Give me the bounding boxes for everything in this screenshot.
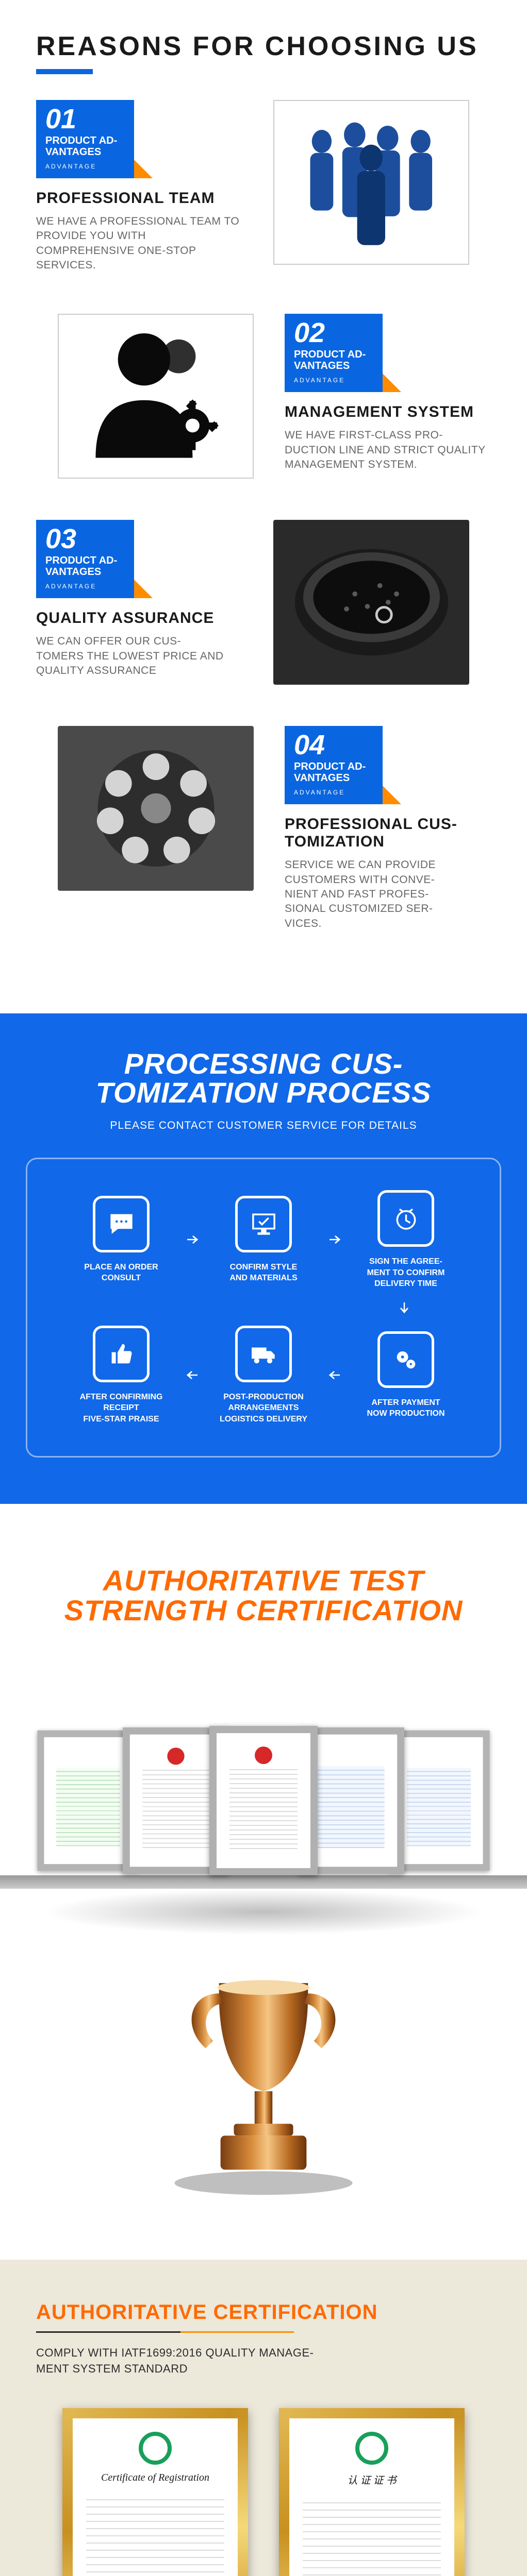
process-step-5: POST-PRODUCTION ARRANGEMENTS LOGISTICS D… <box>217 1326 310 1425</box>
person-gear-icon <box>73 327 238 466</box>
rotary-machine-icon <box>73 738 239 878</box>
cert-heading-section: AUTHORITATIVE TEST STRENGTH CERTIFICATIO… <box>0 1504 527 1647</box>
chat-icon <box>93 1196 150 1252</box>
auth-cert-section: AUTHORITATIVE CERTIFICATION COMPLY WITH … <box>0 2260 527 2576</box>
cert-seal-icon <box>139 2432 172 2465</box>
reason-image-2 <box>58 314 254 479</box>
badge-adv: ADVANTAGE <box>285 784 383 804</box>
badge-num: 04 <box>285 726 383 761</box>
reason-body-2: WE HAVE FIRST-CLASS PRO- DUCTION LINE AN… <box>285 428 491 472</box>
badge-adv: ADVANTAGE <box>285 371 383 392</box>
reason-badge-3: 03 PRODUCT AD- VANTAGES ADVANTAGE <box>36 520 134 598</box>
truck-icon <box>235 1326 292 1382</box>
gold-cert-2: 认 证 证 书 <box>279 2408 465 2576</box>
step-label: CONFIRM STYLE AND MATERIALS <box>229 1262 297 1284</box>
reason-heading-4: PROFESSIONAL CUS- TOMIZATION <box>285 816 491 851</box>
auth-body: COMPLY WITH IATF1699:2016 QUALITY MANAGE… <box>36 2345 491 2377</box>
thumb-up-icon <box>93 1326 150 1382</box>
shelf-glow <box>42 1889 485 1935</box>
cert-title-1: AUTHORITATIVE TEST <box>21 1566 506 1596</box>
reason-badge-2: 02 PRODUCT AD- VANTAGES ADVANTAGE <box>285 314 383 392</box>
cert-doc-3 <box>209 1726 318 1875</box>
reasons-section: REASONS FOR CHOOSING US 01 PRODUCT AD- V… <box>0 0 527 1013</box>
badge-sub: PRODUCT AD- VANTAGES <box>36 555 134 578</box>
title-underline <box>36 69 93 74</box>
process-step-4: AFTER PAYMENT NOW PRODUCTION <box>359 1331 452 1419</box>
reason-text-3: 03 PRODUCT AD- VANTAGES ADVANTAGE QUALIT… <box>36 520 242 678</box>
monitor-check-icon <box>235 1196 292 1252</box>
parts-bowl-icon <box>288 532 455 672</box>
clock-icon <box>377 1190 434 1247</box>
badge-num: 03 <box>36 520 134 555</box>
badge-sub: PRODUCT AD- VANTAGES <box>285 761 383 784</box>
shelf-bar <box>0 1875 527 1889</box>
process-step-2: CONFIRM STYLE AND MATERIALS <box>217 1196 310 1284</box>
reason-body-4: SERVICE WE CAN PROVIDE CUSTOMERS WITH CO… <box>285 858 491 931</box>
trophy-section <box>0 1956 527 2260</box>
process-title-2: TOMIZATION PROCESS <box>26 1078 501 1107</box>
reason-row-2: 02 PRODUCT AD- VANTAGES ADVANTAGE MANAGE… <box>36 314 491 479</box>
gold-certs-row: Certificate of Registration 认 证 证 书 <box>36 2408 491 2576</box>
cert-seal-icon <box>355 2432 388 2465</box>
process-step-6: AFTER CONFIRMING RECEIPT FIVE-STAR PRAIS… <box>75 1326 168 1425</box>
badge-num: 02 <box>285 314 383 349</box>
reason-row-4: 04 PRODUCT AD- VANTAGES ADVANTAGE PROFES… <box>36 726 491 931</box>
reason-heading-2: MANAGEMENT SYSTEM <box>285 403 491 421</box>
badge-num: 01 <box>36 100 134 135</box>
arrow-left-icon <box>324 1365 345 1385</box>
cert-body-lines <box>303 2496 441 2576</box>
gold-cert-title: 认 证 证 书 <box>303 2472 441 2487</box>
auth-underline <box>36 2331 294 2333</box>
badge-adv: ADVANTAGE <box>36 158 134 178</box>
arrow-right-icon <box>324 1229 345 1250</box>
process-row-top: PLACE AN ORDER CONSULT CONFIRM STYLE AND… <box>48 1190 479 1290</box>
reason-body-1: WE HAVE A PROFESSIONAL TEAM TO PROVIDE Y… <box>36 214 242 273</box>
auth-heading: AUTHORITATIVE CERTIFICATION <box>36 2301 491 2324</box>
team-silhouette-icon <box>289 113 454 252</box>
reason-heading-1: PROFESSIONAL TEAM <box>36 190 242 207</box>
cert-body-lines <box>86 2493 224 2576</box>
trophy-icon <box>150 1961 377 2198</box>
process-subtitle: PLEASE CONTACT CUSTOMER SERVICE FOR DETA… <box>26 1120 501 1132</box>
cert-title-2: STRENGTH CERTIFICATION <box>21 1596 506 1626</box>
gold-cert-title: Certificate of Registration <box>86 2472 224 2484</box>
step-label: PLACE AN ORDER CONSULT <box>84 1262 158 1284</box>
process-section: PROCESSING CUS- TOMIZATION PROCESS PLEAS… <box>0 1013 527 1504</box>
gears-icon <box>377 1331 434 1388</box>
cert-shelf <box>0 1667 527 1935</box>
reason-body-3: WE CAN OFFER OUR CUS- TOMERS THE LOWEST … <box>36 634 242 678</box>
reasons-title: REASONS FOR CHOOSING US <box>36 31 491 62</box>
process-box: PLACE AN ORDER CONSULT CONFIRM STYLE AND… <box>26 1158 501 1458</box>
reason-badge-1: 01 PRODUCT AD- VANTAGES ADVANTAGE <box>36 100 134 178</box>
step-label: POST-PRODUCTION ARRANGEMENTS LOGISTICS D… <box>220 1392 307 1425</box>
step-label: AFTER PAYMENT NOW PRODUCTION <box>367 1397 444 1419</box>
reason-text-1: 01 PRODUCT AD- VANTAGES ADVANTAGE PROFES… <box>36 100 242 273</box>
reason-badge-4: 04 PRODUCT AD- VANTAGES ADVANTAGE <box>285 726 383 804</box>
reason-image-3 <box>273 520 469 685</box>
badge-sub: PRODUCT AD- VANTAGES <box>285 349 383 371</box>
process-step-3: SIGN THE AGREE- MENT TO CONFIRM DELIVERY… <box>359 1190 452 1290</box>
arrow-left-icon <box>182 1365 203 1385</box>
reason-row-3: 03 PRODUCT AD- VANTAGES ADVANTAGE QUALIT… <box>36 520 491 685</box>
gold-cert-1: Certificate of Registration <box>62 2408 248 2576</box>
step-label: AFTER CONFIRMING RECEIPT FIVE-STAR PRAIS… <box>80 1392 163 1425</box>
cert-docs-row <box>0 1726 527 1875</box>
reason-image-1 <box>273 100 469 265</box>
reason-text-4: 04 PRODUCT AD- VANTAGES ADVANTAGE PROFES… <box>285 726 491 931</box>
arrow-down-icon <box>48 1300 479 1315</box>
step-label: SIGN THE AGREE- MENT TO CONFIRM DELIVERY… <box>367 1256 445 1290</box>
arrow-right-icon <box>182 1229 203 1250</box>
badge-sub: PRODUCT AD- VANTAGES <box>36 135 134 158</box>
process-row-bottom: AFTER CONFIRMING RECEIPT FIVE-STAR PRAIS… <box>48 1326 479 1425</box>
reason-heading-3: QUALITY ASSURANCE <box>36 609 242 627</box>
process-title-1: PROCESSING CUS- <box>26 1049 501 1078</box>
reason-text-2: 02 PRODUCT AD- VANTAGES ADVANTAGE MANAGE… <box>285 314 491 472</box>
badge-adv: ADVANTAGE <box>36 578 134 598</box>
reason-row-1: 01 PRODUCT AD- VANTAGES ADVANTAGE PROFES… <box>36 100 491 273</box>
process-step-1: PLACE AN ORDER CONSULT <box>75 1196 168 1284</box>
reason-image-4 <box>58 726 254 891</box>
